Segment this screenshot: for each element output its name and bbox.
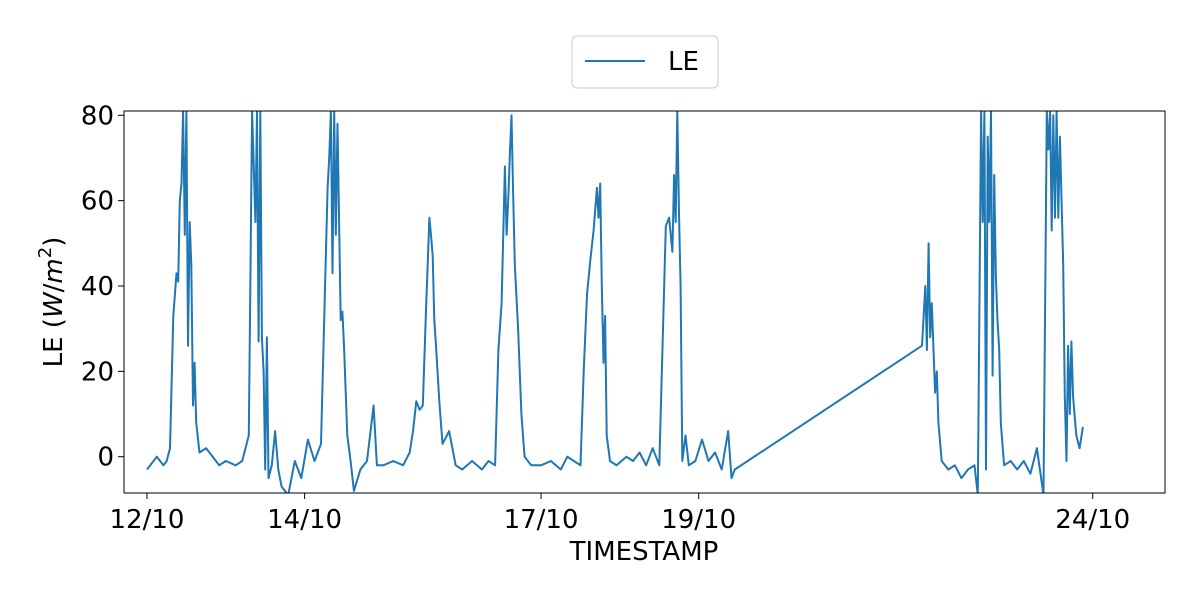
plot-area — [123, 110, 1166, 494]
y-tick-label: 60 — [81, 187, 114, 217]
y-axis-label: LE (W/m2) — [35, 237, 69, 368]
x-axis: 12/10 14/10 17/10 19/10 24/10 — [110, 493, 1130, 535]
series-line-le — [146, 111, 1084, 493]
legend: LE — [571, 35, 719, 89]
y-tick-label: 20 — [81, 357, 114, 387]
x-tick-label: 14/10 — [267, 505, 342, 535]
x-tick-label: 24/10 — [1055, 505, 1130, 535]
y-tick-label: 0 — [97, 443, 114, 473]
x-tick-label: 12/10 — [110, 505, 185, 535]
y-tick-label: 40 — [81, 272, 114, 302]
y-axis: 0 20 40 60 80 — [81, 101, 124, 473]
x-tick-label: 19/10 — [661, 505, 736, 535]
legend-label: LE — [668, 47, 699, 77]
y-tick-label: 80 — [81, 101, 114, 131]
x-tick-label: 17/10 — [504, 505, 579, 535]
x-axis-label: TIMESTAMP — [569, 537, 719, 567]
